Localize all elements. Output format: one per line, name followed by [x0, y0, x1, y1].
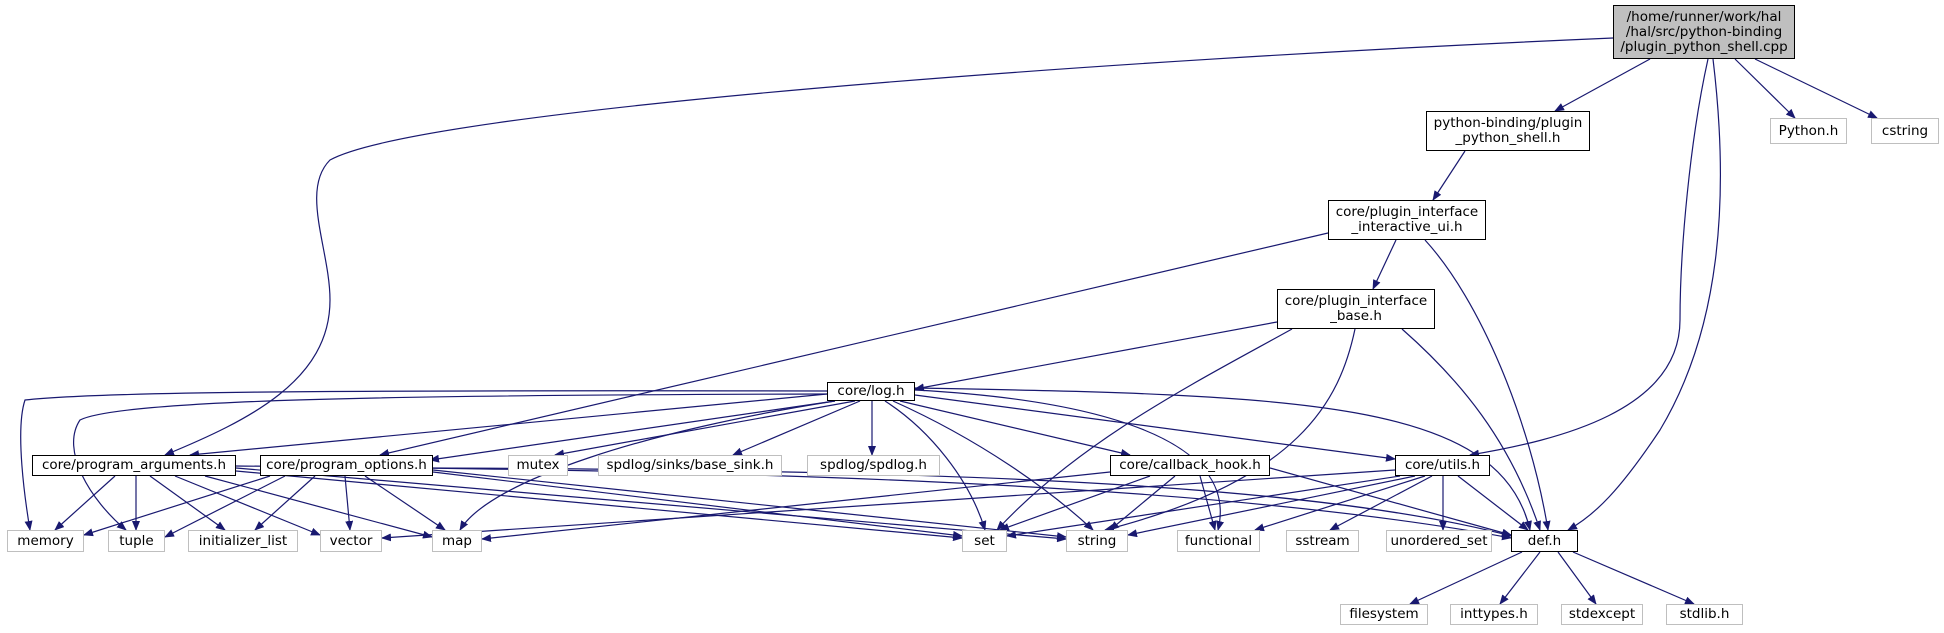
edge-root-to-def-h	[1567, 58, 1721, 531]
edge-interactive-ui-h-to-program-options-h	[379, 232, 1329, 457]
edge-callback-hook-h-to-string	[1109, 475, 1176, 531]
edge-root-to-cstring	[1754, 58, 1878, 119]
node-string[interactable]: string	[1066, 530, 1128, 552]
edge-program-options-h-to-memory	[83, 475, 271, 537]
edge-interactive-ui-h-to-def-h	[1424, 239, 1551, 531]
node-set[interactable]: set	[962, 530, 1007, 552]
edge-log-h-to-utils-h	[914, 394, 1396, 462]
edge-utils-h-to-vector	[381, 469, 1396, 542]
edge-program-options-h-to-def-h	[432, 467, 1512, 538]
node-mutex[interactable]: mutex	[508, 455, 568, 476]
edge-plugin-interface-base-h-to-string	[1104, 328, 1356, 532]
edge-program-options-h-to-tuple	[164, 475, 286, 538]
edge-def-h-to-stdexcept	[1557, 551, 1597, 605]
edge-callback-hook-h-to-map	[481, 471, 1111, 543]
edge-utils-h-to-string	[1127, 475, 1416, 538]
node-callback-hook-h[interactable]: core/callback_hook.h	[1110, 455, 1270, 476]
edge-root-to-program-arguments-h	[164, 37, 1614, 456]
edge-root-to-plugin-python-shell-h	[1554, 58, 1651, 112]
edge-log-h-to-map	[459, 400, 836, 531]
node-cstring[interactable]: cstring	[1871, 118, 1939, 144]
node-log-h[interactable]: core/log.h	[827, 382, 915, 401]
node-tuple[interactable]: tuple	[108, 530, 165, 552]
edge-program-options-h-to-string	[432, 469, 1067, 541]
node-plugin-interface-base-h[interactable]: core/plugin_interface _base.h	[1277, 289, 1435, 329]
edge-log-h-to-program-options-h	[429, 400, 836, 463]
node-def-h[interactable]: def.h	[1511, 530, 1578, 552]
node-stdexcept[interactable]: stdexcept	[1561, 604, 1643, 625]
edge-utils-h-to-functional	[1254, 475, 1426, 532]
edge-log-h-to-memory	[20, 390, 828, 531]
edge-def-h-to-filesystem	[1409, 551, 1523, 605]
edge-log-h-to-string	[892, 400, 1094, 531]
node-filesystem[interactable]: filesystem	[1340, 604, 1428, 625]
edge-plugin-interface-base-h-to-set	[996, 328, 1293, 531]
node-sstream[interactable]: sstream	[1286, 530, 1359, 552]
edge-program-options-h-to-initializer-list	[254, 475, 316, 531]
edge-program-options-h-to-set	[432, 471, 963, 539]
edge-def-h-to-inttypes-h	[1499, 551, 1541, 605]
node-spdlog-h[interactable]: spdlog/spdlog.h	[807, 455, 940, 476]
edge-callback-hook-h-to-functional	[1199, 475, 1217, 531]
node-base-sink-h[interactable]: spdlog/sinks/base_sink.h	[598, 455, 782, 476]
node-map[interactable]: map	[432, 530, 482, 552]
edge-program-arguments-h-to-string	[235, 467, 1067, 543]
node-python-h[interactable]: Python.h	[1770, 118, 1847, 144]
edge-interactive-ui-h-to-plugin-interface-base-h	[1372, 239, 1397, 290]
node-vector[interactable]: vector	[320, 530, 382, 552]
edge-callback-hook-h-to-set	[999, 475, 1151, 531]
node-stdlib-h[interactable]: stdlib.h	[1666, 604, 1743, 625]
edge-log-h-to-mutex	[554, 400, 856, 458]
edge-utils-h-to-def-h	[1457, 475, 1529, 531]
node-initializer-list[interactable]: initializer_list	[188, 530, 298, 552]
edge-program-arguments-h-to-map	[204, 475, 433, 539]
edge-def-h-to-stdlib-h	[1572, 551, 1695, 605]
node-functional[interactable]: functional	[1177, 530, 1260, 552]
edge-program-arguments-h-to-memory	[54, 475, 116, 531]
edge-root-to-utils-h	[1469, 58, 1709, 458]
node-plugin-python-shell-h[interactable]: python-binding/plugin _python_shell.h	[1426, 111, 1590, 151]
edge-program-options-h-to-vector	[344, 475, 354, 531]
edge-program-arguments-h-to-set	[235, 470, 963, 542]
node-program-arguments-h[interactable]: core/program_arguments.h	[32, 455, 236, 476]
node-plugin-interface-interactive-ui-h[interactable]: core/plugin_interface _interactive_ui.h	[1328, 200, 1486, 240]
edge-plugin-python-shell-h-to-interactive-ui-h	[1432, 150, 1466, 201]
edge-plugin-interface-base-h-to-log-h	[914, 321, 1278, 392]
edge-log-h-to-functional	[914, 389, 1225, 531]
edge-log-h-to-program-arguments-h	[189, 393, 828, 459]
edge-utils-h-to-sstream	[1329, 475, 1433, 531]
edge-program-arguments-h-to-initializer-list	[149, 475, 226, 531]
edge-log-h-to-base-sink-h	[732, 400, 861, 456]
node-root-file[interactable]: /home/runner/work/hal/hal/src/python-bin…	[1613, 5, 1795, 59]
edge-program-options-h-to-map	[364, 475, 446, 531]
edge-plugin-interface-base-h-to-def-h	[1401, 328, 1541, 531]
edge-log-h-to-set	[884, 400, 987, 531]
node-utils-h[interactable]: core/utils.h	[1395, 455, 1490, 476]
edge-callback-hook-h-to-def-h	[1269, 467, 1512, 537]
node-unordered-set[interactable]: unordered_set	[1386, 530, 1492, 552]
edge-root-to-python-h	[1734, 58, 1796, 119]
node-inttypes-h[interactable]: inttypes.h	[1450, 604, 1538, 625]
edge-log-h-to-callback-hook-h	[899, 400, 1131, 457]
node-memory[interactable]: memory	[7, 530, 84, 552]
node-program-options-h[interactable]: core/program_options.h	[260, 455, 433, 476]
edge-log-h-to-def-h	[914, 387, 1532, 531]
edge-utils-h-to-set	[1006, 475, 1401, 539]
edge-program-arguments-h-to-vector	[174, 475, 321, 536]
